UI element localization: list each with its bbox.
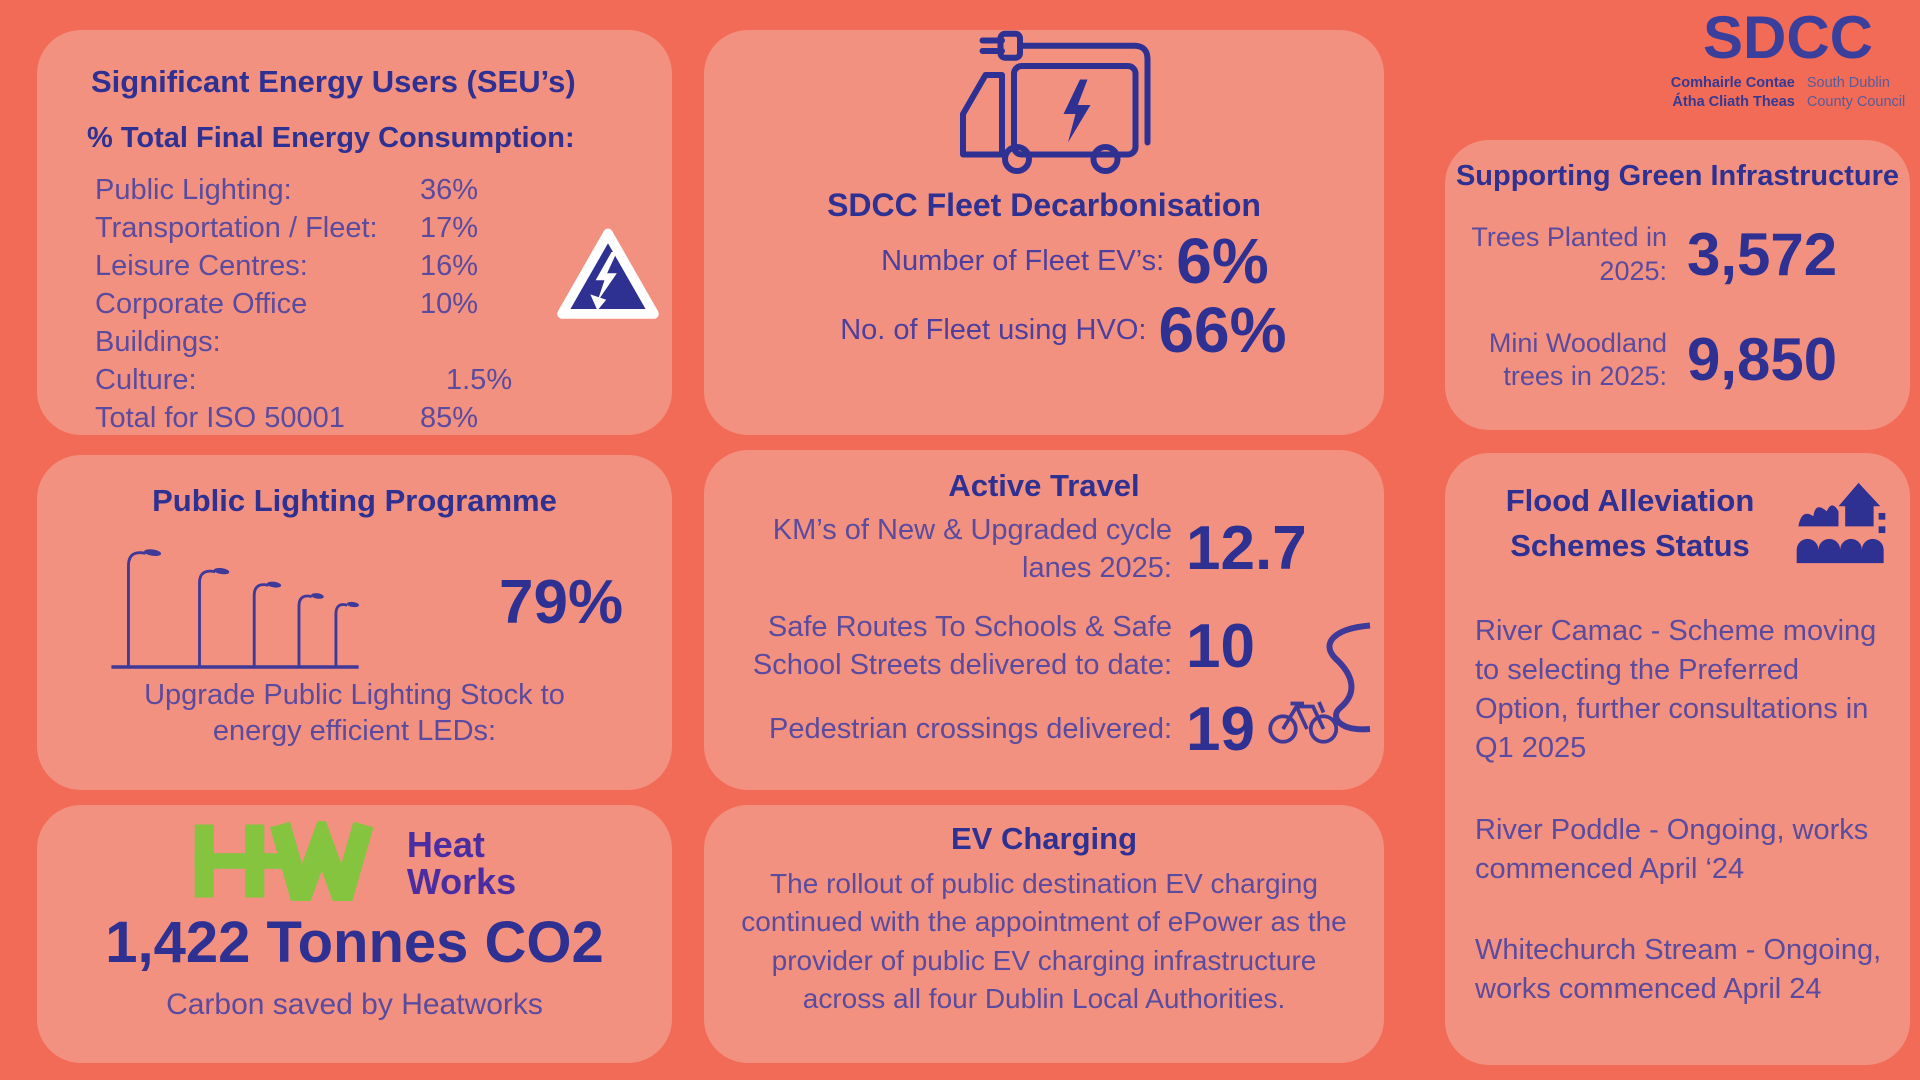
seu-row-value: 1.5% xyxy=(446,364,513,396)
active-travel-row: Pedestrian crossings delivered: 19 xyxy=(712,694,1384,764)
active-row-label: Pedestrian crossings delivered: xyxy=(769,713,1172,746)
sdcc-logo-subtext: Comhairle Contae Átha Cliath Theas South… xyxy=(1664,74,1912,112)
seu-row: Total for ISO 50001 85% xyxy=(95,399,672,437)
sdcc-english-line2: County Council xyxy=(1806,93,1906,110)
green-infrastructure-card: Supporting Green Infrastructure Trees Pl… xyxy=(1445,140,1910,430)
seu-row-label: Corporate Office Buildings: xyxy=(95,288,308,358)
seu-row: Public Lighting: 36% xyxy=(95,171,672,209)
heatworks-hw-mark-icon xyxy=(193,809,393,932)
flood-header: Flood Alleviation Schemes Status xyxy=(1445,453,1910,572)
heatworks-card: Heat Works 1,422 Tonnes CO2 Carbon saved… xyxy=(37,805,672,1063)
active-travel-title: Active Travel xyxy=(948,468,1140,503)
seu-row: Culture: 1.5% xyxy=(95,361,672,399)
flood-card: Flood Alleviation Schemes Status River C… xyxy=(1445,453,1910,1065)
seu-card: Significant Energy Users (SEU’s) % Total… xyxy=(37,30,672,435)
public-lighting-card: Public Lighting Programme 79% Upgrade Pu… xyxy=(37,455,672,790)
seu-row-label: Culture: xyxy=(95,364,197,396)
flood-scheme-item: Whitechurch Stream - Ongoing, works comm… xyxy=(1475,933,1882,1005)
seu-row-value: 36% xyxy=(420,174,479,206)
seu-row-value: 10% xyxy=(420,288,479,320)
ev-charging-body: The rollout of public destination EV cha… xyxy=(741,868,1347,1015)
active-row-label: Safe Routes To Schools & Safe School Str… xyxy=(752,611,1172,682)
seu-row: Leisure Centres: 16% xyxy=(95,247,672,285)
active-row-value: 10 xyxy=(1186,611,1255,681)
seu-row-label: Transportation / Fleet: xyxy=(95,212,378,244)
public-lighting-title: Public Lighting Programme xyxy=(152,483,557,518)
flood-house-waves-icon xyxy=(1795,479,1887,572)
active-row-value: 19 xyxy=(1186,694,1255,764)
led-upgrade-percentage: 79% xyxy=(499,568,624,637)
seu-row-label: Public Lighting: xyxy=(95,174,292,206)
electric-truck-icon xyxy=(894,30,1194,184)
green-row-value: 9,850 xyxy=(1687,326,1838,394)
public-lighting-caption: Upgrade Public Lighting Stock to energy … xyxy=(144,679,565,748)
active-row-value: 12.7 xyxy=(1186,514,1307,584)
active-travel-row: KM’s of New & Upgraded cycle lanes 2025:… xyxy=(712,512,1384,587)
heatworks-wordmark-line1: Heat xyxy=(406,823,485,865)
ev-charging-card: EV Charging The rollout of public destin… xyxy=(704,805,1384,1063)
seu-title: Significant Energy Users (SEU’s) xyxy=(91,64,576,99)
sdcc-english-line1: South Dublin xyxy=(1806,75,1890,91)
active-travel-card: Active Travel KM’s of New & Upgraded cyc… xyxy=(704,450,1384,790)
sdcc-irish-line2: Átha Cliath Theas xyxy=(1672,93,1795,110)
sdcc-irish-name: Comhairle Contae Átha Cliath Theas xyxy=(1671,74,1795,112)
sdcc-english-name: South Dublin County Council xyxy=(1807,74,1905,112)
sdcc-irish-line1: Comhairle Contae xyxy=(1670,75,1795,91)
seu-row-value: 85% xyxy=(420,402,479,434)
green-infrastructure-title: Supporting Green Infrastructure xyxy=(1455,160,1900,192)
flood-scheme-item: River Poddle - Ongoing, works commenced … xyxy=(1475,813,1869,885)
seu-row-value: 16% xyxy=(420,250,479,282)
fleet-row-label: No. of Fleet using HVO: xyxy=(840,313,1147,346)
fleet-card: SDCC Fleet Decarbonisation Number of Fle… xyxy=(704,30,1384,435)
fleet-title: SDCC Fleet Decarbonisation xyxy=(827,187,1261,223)
public-lighting-caption-wrap: Upgrade Public Lighting Stock to energy … xyxy=(37,677,672,750)
seu-rows: Public Lighting: 36% Transportation / Fl… xyxy=(95,171,672,437)
fleet-row: No. of Fleet using HVO: 66% xyxy=(704,293,1384,366)
seu-subtitle: % Total Final Energy Consumption: xyxy=(87,122,575,154)
green-row-value: 3,572 xyxy=(1687,220,1838,288)
sdcc-logo: SDCC Comhairle Contae Átha Cliath Theas … xyxy=(1664,8,1912,112)
sdcc-wordmark: SDCC xyxy=(1702,4,1873,71)
active-travel-row: Safe Routes To Schools & Safe School Str… xyxy=(712,609,1384,684)
fleet-row-label: Number of Fleet EV’s: xyxy=(881,244,1165,277)
seu-row: Corporate Office Buildings: 10% xyxy=(95,285,672,361)
high-voltage-warning-icon xyxy=(555,225,661,330)
ev-charging-title: EV Charging xyxy=(950,821,1137,856)
flood-title: Flood Alleviation Schemes Status xyxy=(1505,483,1755,563)
heatworks-co2-value: 1,422 Tonnes CO2 xyxy=(105,910,604,975)
heatworks-wordmark: Heat Works xyxy=(406,823,517,902)
fleet-row-value: 66% xyxy=(1158,293,1287,366)
flood-scheme-item: River Camac - Scheme moving to selecting… xyxy=(1475,615,1877,765)
seu-row-label: Leisure Centres: xyxy=(95,250,308,282)
heatworks-wordmark-line2: Works xyxy=(406,860,517,902)
heatworks-logo: Heat Works xyxy=(37,809,672,932)
seu-row-value: 17% xyxy=(420,212,479,244)
active-row-label: KM’s of New & Upgraded cycle lanes 2025: xyxy=(772,514,1172,584)
cycle-route-icon xyxy=(1256,618,1376,761)
fleet-row: Number of Fleet EV’s: 6% xyxy=(704,225,1384,297)
green-row-label: Trees Planted in 2025: xyxy=(1471,222,1667,286)
flood-items: River Camac - Scheme moving to selecting… xyxy=(1445,572,1910,1009)
seu-row-label: Total for ISO 50001 xyxy=(95,402,345,434)
green-row-label: Mini Woodland trees in 2025: xyxy=(1488,327,1667,392)
heatworks-caption: Carbon saved by Heatworks xyxy=(166,988,543,1021)
active-travel-rows: KM’s of New & Upgraded cycle lanes 2025:… xyxy=(704,512,1384,760)
streetlights-icon xyxy=(65,537,415,677)
green-infrastructure-rows: Trees Planted in 2025: 3,572 Mini Woodla… xyxy=(1467,221,1892,394)
fleet-row-value: 6% xyxy=(1176,225,1269,297)
seu-row: Transportation / Fleet: 17% xyxy=(95,209,672,247)
